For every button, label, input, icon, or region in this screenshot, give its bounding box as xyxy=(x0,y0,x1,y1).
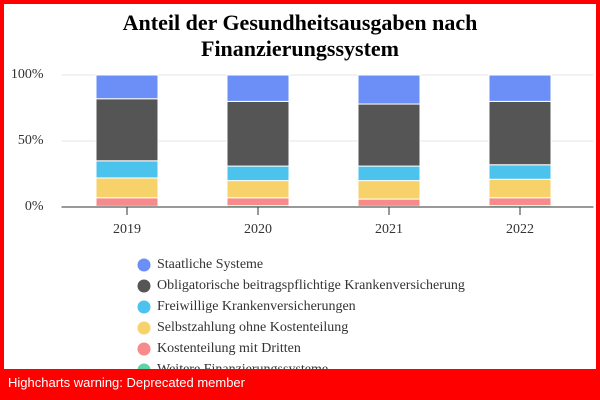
bar-segment xyxy=(226,100,290,167)
bar-segment xyxy=(95,177,159,199)
bar-segment xyxy=(226,165,290,182)
legend-label[interactable]: Freiwillige Krankenversicherungen xyxy=(157,299,356,314)
x-tick-label: 2019 xyxy=(113,222,141,237)
legend-label[interactable]: Staatliche Systeme xyxy=(157,257,263,272)
chart-title: Anteil der Gesundheitsausgaben nach Fina… xyxy=(122,10,478,61)
bar-segment xyxy=(488,100,552,166)
bar-segment xyxy=(226,180,290,199)
chart: 0% 50% 100% 2019 2020 2021 2022 Staatliche Syst… xyxy=(11,67,594,396)
legend-label[interactable]: Selbstzahlung ohne Kostenteilung xyxy=(157,320,348,335)
bar-segment xyxy=(357,74,421,105)
legend-label[interactable]: Kostenteilung mit Dritten xyxy=(157,341,301,356)
bar-segment xyxy=(95,197,159,207)
legend-symbol[interactable] xyxy=(137,258,151,272)
y-tick-label: 100% xyxy=(11,67,44,82)
legend-symbol[interactable] xyxy=(137,342,151,356)
bar-segment xyxy=(488,74,552,102)
bar-segment xyxy=(488,197,552,207)
bar-segment xyxy=(357,198,421,207)
legend-symbol[interactable] xyxy=(137,321,151,335)
bar-segment xyxy=(488,164,552,180)
bar-segment xyxy=(95,160,159,179)
bar-segment xyxy=(488,178,552,199)
bar-segment xyxy=(95,74,159,100)
bar-segment xyxy=(226,197,290,207)
x-tick-label: 2022 xyxy=(506,222,534,237)
x-tick-label: 2021 xyxy=(375,222,403,237)
bar-segment xyxy=(95,98,159,162)
legend-symbol[interactable] xyxy=(137,279,151,293)
bar-segment xyxy=(226,74,290,102)
legend-symbol[interactable] xyxy=(137,300,151,314)
warning-bar: Highcharts warning: Deprecated member xyxy=(4,369,596,396)
bar-segment xyxy=(357,165,421,182)
y-tick-label: 0% xyxy=(25,199,44,214)
bar-segment xyxy=(357,103,421,167)
legend-label[interactable]: Obligatorische beitragspflichtige Kranke… xyxy=(157,278,465,293)
x-tick-label: 2020 xyxy=(244,222,272,237)
y-tick-label: 50% xyxy=(18,133,44,148)
bar-segment xyxy=(357,180,421,200)
